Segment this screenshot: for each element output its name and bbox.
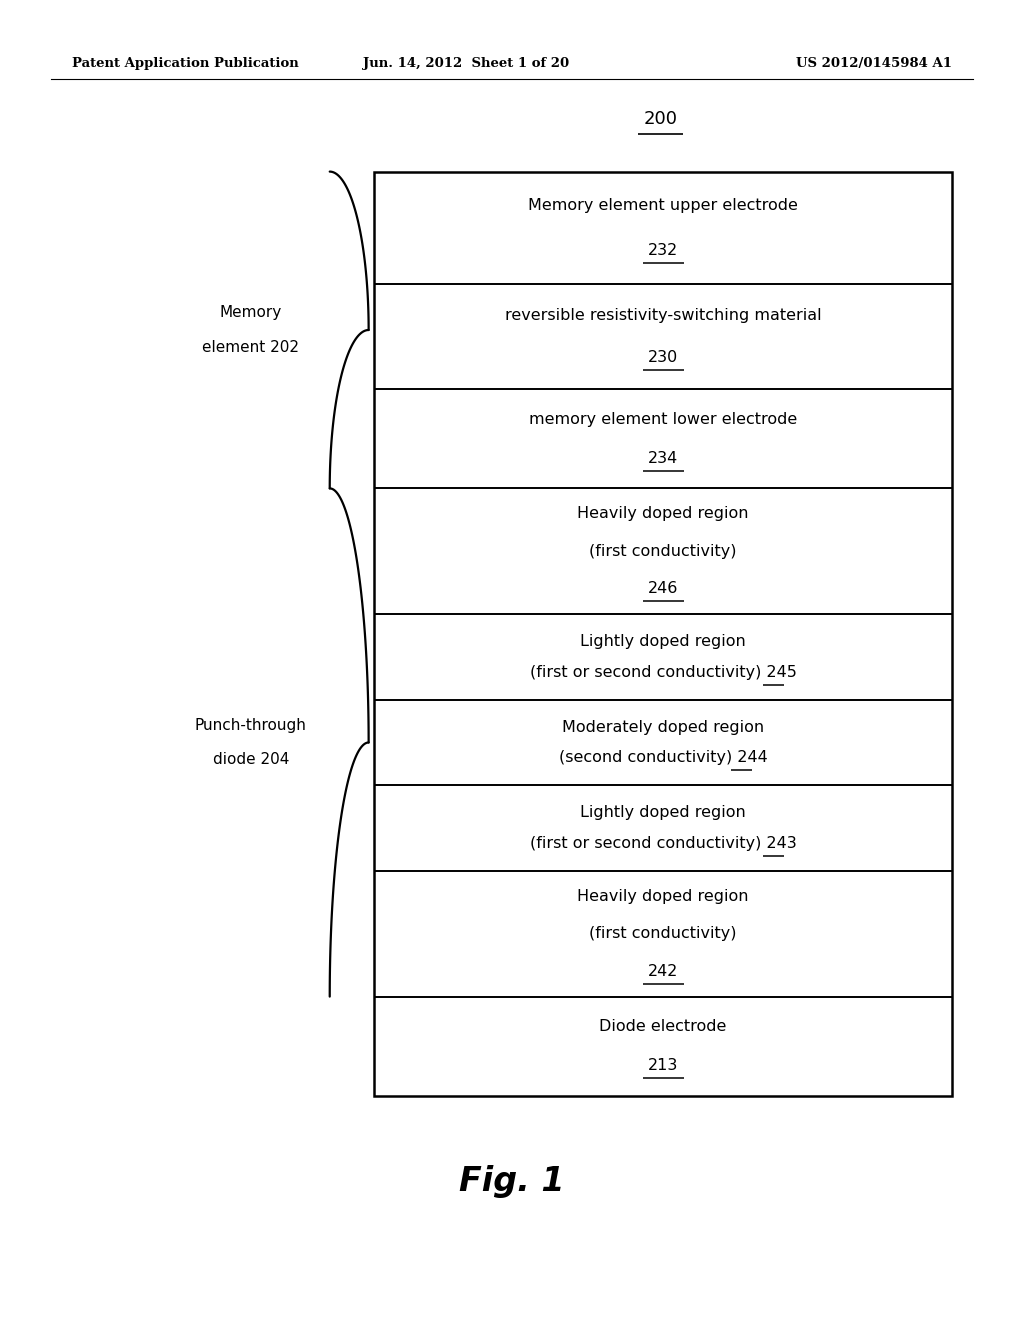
Text: Punch-through: Punch-through [195, 718, 307, 733]
Bar [374, 172, 952, 1096]
Text: Fig. 1: Fig. 1 [459, 1164, 565, 1197]
Text: Diode electrode: Diode electrode [599, 1019, 727, 1034]
Text: Patent Application Publication: Patent Application Publication [72, 57, 298, 70]
Text: diode 204: diode 204 [213, 752, 289, 767]
Text: 213: 213 [648, 1059, 678, 1073]
Text: 246: 246 [648, 581, 678, 597]
Text: US 2012/0145984 A1: US 2012/0145984 A1 [797, 57, 952, 70]
Text: (first conductivity): (first conductivity) [589, 927, 737, 941]
Text: element 202: element 202 [203, 339, 299, 355]
Text: memory element lower electrode: memory element lower electrode [529, 412, 797, 426]
Text: (second conductivity) 244: (second conductivity) 244 [559, 751, 767, 766]
Text: 200: 200 [643, 110, 678, 128]
Text: Lightly doped region: Lightly doped region [581, 634, 745, 648]
Text: Heavily doped region: Heavily doped region [578, 888, 749, 904]
Text: Moderately doped region: Moderately doped region [562, 719, 764, 734]
Text: Jun. 14, 2012  Sheet 1 of 20: Jun. 14, 2012 Sheet 1 of 20 [362, 57, 569, 70]
Text: (first or second conductivity) 243: (first or second conductivity) 243 [529, 837, 797, 851]
Text: 234: 234 [648, 451, 678, 466]
Text: Heavily doped region: Heavily doped region [578, 506, 749, 521]
Text: (first conductivity): (first conductivity) [589, 544, 737, 558]
Text: 230: 230 [648, 350, 678, 366]
Text: 242: 242 [648, 964, 678, 979]
Text: 232: 232 [648, 243, 678, 257]
Text: reversible resistivity-switching material: reversible resistivity-switching materia… [505, 308, 821, 323]
Text: (first or second conductivity) 245: (first or second conductivity) 245 [529, 665, 797, 680]
Text: Memory element upper electrode: Memory element upper electrode [528, 198, 798, 213]
Text: Lightly doped region: Lightly doped region [581, 805, 745, 820]
Text: Memory: Memory [220, 305, 282, 321]
